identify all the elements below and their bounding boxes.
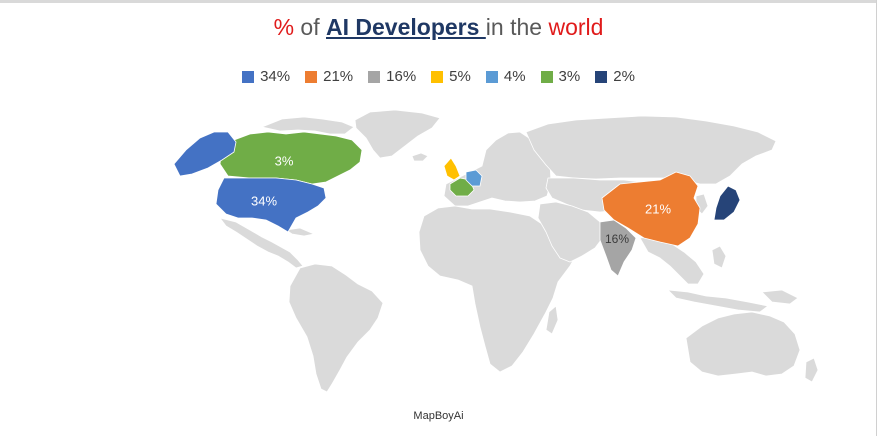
legend-swatch (305, 70, 318, 83)
india-label: 16% (604, 232, 630, 246)
title-world: world (548, 14, 604, 40)
usa-label: 34% (250, 193, 278, 209)
madagascar[interactable] (545, 305, 559, 335)
legend-item-16: 16% (368, 68, 416, 85)
alaska[interactable] (173, 131, 237, 177)
mexico-central-america[interactable] (219, 217, 304, 269)
arctic-islands[interactable] (261, 116, 355, 135)
legend-label: 2% (613, 68, 635, 85)
legend-label: 5% (449, 68, 471, 85)
legend-label: 3% (558, 68, 581, 85)
south-america[interactable] (288, 263, 384, 393)
legend-swatch (540, 70, 553, 83)
top-border (0, 0, 877, 3)
africa[interactable] (418, 205, 579, 373)
indonesia[interactable] (667, 289, 769, 313)
title-percent: % (273, 14, 301, 40)
legend: 34% 21% 16% 5% 4% 3% 2% (0, 68, 877, 85)
legend-item-3: 3% (540, 68, 581, 85)
uk[interactable] (443, 157, 461, 181)
germany[interactable] (465, 169, 483, 187)
title-of: of (300, 14, 326, 40)
russia[interactable] (525, 115, 777, 185)
legend-swatch (431, 70, 444, 83)
papua-new-guinea[interactable] (761, 289, 799, 305)
canada-label: 3% (274, 153, 294, 169)
map-title: % of AI Developers in the world (0, 14, 877, 41)
china-label: 21% (644, 201, 672, 217)
usa[interactable] (215, 177, 327, 233)
legend-swatch (485, 70, 498, 83)
legend-label: 16% (386, 68, 417, 85)
legend-swatch (368, 70, 381, 83)
legend-swatch (242, 70, 255, 83)
highlight-layer (173, 131, 741, 277)
australia[interactable] (685, 311, 801, 377)
legend-swatch (595, 70, 608, 83)
caribbean[interactable] (285, 227, 315, 237)
middle-east[interactable] (537, 201, 605, 263)
greenland[interactable] (354, 109, 441, 159)
iceland[interactable] (411, 152, 429, 162)
title-ai-developers: AI Developers (326, 14, 486, 40)
new-zealand[interactable] (804, 357, 819, 383)
land-layer (219, 109, 819, 393)
japan[interactable] (713, 185, 741, 221)
legend-item-21: 21% (305, 68, 353, 85)
legend-item-34: 34% (242, 68, 290, 85)
legend-item-4: 4% (485, 68, 526, 85)
legend-label: 21% (323, 68, 354, 85)
china[interactable] (601, 171, 701, 247)
philippines[interactable] (711, 245, 727, 269)
india[interactable] (599, 219, 637, 277)
legend-item-2: 2% (595, 68, 635, 85)
title-in-the: in the (485, 14, 549, 40)
legend-label: 4% (503, 68, 526, 85)
map-credit: MapBoyAi (413, 410, 464, 422)
legend-label: 34% (260, 68, 291, 85)
legend-item-5: 5% (431, 68, 471, 85)
